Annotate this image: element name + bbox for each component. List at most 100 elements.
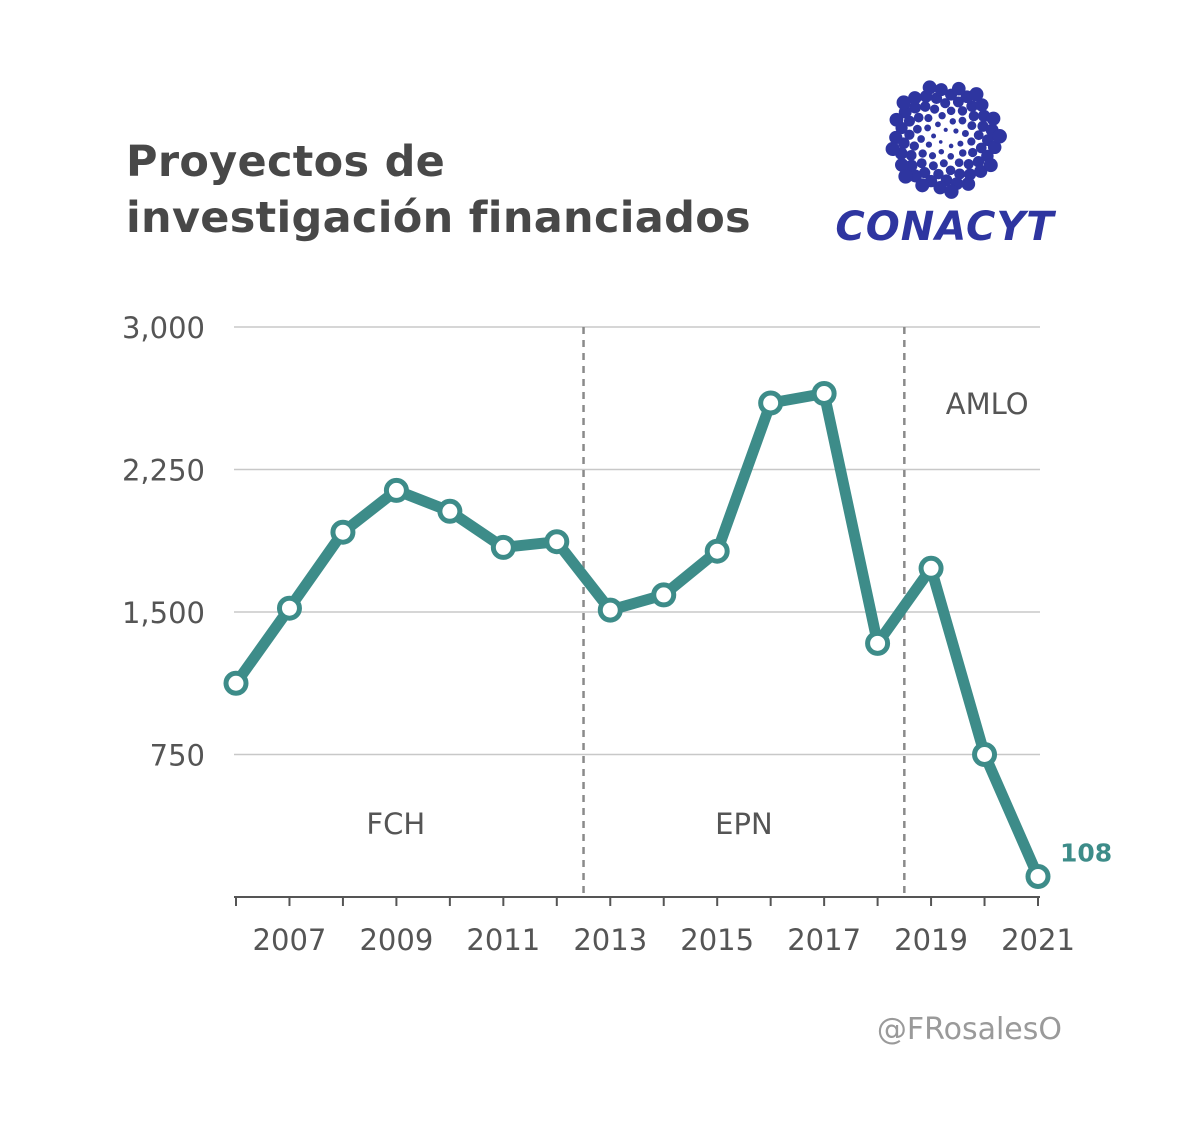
x-tick-label: 2011 xyxy=(466,923,540,957)
last-point-label: 108 xyxy=(1060,838,1112,867)
logo-dot xyxy=(894,158,909,172)
data-point xyxy=(223,670,249,696)
logo-dot xyxy=(975,98,989,112)
logo-dot xyxy=(948,143,954,149)
logo-dot xyxy=(922,80,937,95)
logo-dot xyxy=(930,104,940,114)
logo-dot xyxy=(958,116,967,125)
logo-dot xyxy=(928,161,938,171)
logo-dot xyxy=(954,158,964,167)
logo-dot xyxy=(946,106,956,116)
y-tick-label: 2,250 xyxy=(122,454,205,488)
logo-dot xyxy=(917,135,925,143)
logo-dot xyxy=(967,121,977,131)
logo-dot xyxy=(909,101,921,114)
title-line-2: investigación financiados xyxy=(126,193,751,243)
data-point xyxy=(1025,863,1051,889)
logo-dot xyxy=(908,91,922,105)
data-point xyxy=(651,582,677,608)
chart-title: Proyectos de investigación financiados xyxy=(126,134,751,246)
logo-dot xyxy=(943,127,948,132)
logo-dot xyxy=(945,165,956,176)
y-tick-label: 750 xyxy=(150,739,205,773)
period-label-epn: EPN xyxy=(715,807,773,841)
logo-dot xyxy=(992,129,1007,144)
logo-dot xyxy=(905,149,917,161)
title-line-1: Proyectos de xyxy=(126,137,446,187)
conacyt-logo: CONACYT xyxy=(830,76,1060,256)
logo-dot xyxy=(954,168,966,180)
logo-dot xyxy=(885,141,900,157)
x-tick-label: 2019 xyxy=(894,923,968,957)
logo-dot xyxy=(933,168,944,180)
period-label-fch: FCH xyxy=(366,807,425,841)
data-point xyxy=(972,742,998,767)
logo-dot xyxy=(939,159,948,168)
data-point xyxy=(276,595,302,621)
logo-dot xyxy=(934,83,948,97)
data-point xyxy=(918,555,944,581)
data-point xyxy=(544,529,570,555)
author-credit: @FRosalesO xyxy=(876,1012,1062,1047)
logo-dot xyxy=(896,95,911,110)
logo-dot xyxy=(972,156,985,168)
logo-dot xyxy=(889,130,903,145)
data-point xyxy=(383,477,409,503)
logo-dot xyxy=(924,124,932,132)
logo-dot xyxy=(949,118,956,125)
logo-dot xyxy=(967,137,976,146)
logo-dot xyxy=(938,148,945,155)
logo-dot xyxy=(931,133,937,139)
logo-dot xyxy=(966,100,978,112)
x-tick-label: 2015 xyxy=(680,923,754,957)
logo-dot xyxy=(974,164,988,178)
data-point xyxy=(330,519,356,545)
x-tick-label: 2009 xyxy=(359,923,433,957)
x-tick-label: 2017 xyxy=(787,923,861,957)
logo-dot xyxy=(938,140,943,144)
logo-dot xyxy=(947,153,955,160)
logo-dot xyxy=(919,101,931,112)
logo-dot xyxy=(924,114,933,123)
logo-dot xyxy=(983,158,998,173)
logo-dot xyxy=(958,149,967,157)
logo-dot xyxy=(963,159,974,170)
y-tick-label: 3,000 xyxy=(122,311,205,345)
logo-dot xyxy=(933,180,947,195)
logo-dot xyxy=(916,158,927,169)
logo-dot xyxy=(969,87,984,102)
logo-dot xyxy=(951,81,966,96)
logo-dot xyxy=(913,112,924,123)
conacyt-dots-icon xyxy=(885,80,1007,199)
logo-dot xyxy=(903,115,915,127)
data-point xyxy=(704,538,730,564)
logo-dot xyxy=(973,130,984,141)
data-point xyxy=(437,498,463,524)
logo-dot xyxy=(957,140,964,147)
logo-dot xyxy=(938,112,946,120)
logo-dot xyxy=(975,142,987,154)
y-tick-label: 1,500 xyxy=(122,596,205,630)
logo-dot xyxy=(952,96,964,108)
logo-dot xyxy=(977,120,989,132)
logo-dot xyxy=(961,177,976,191)
data-point xyxy=(597,597,623,623)
logo-dot xyxy=(925,141,933,148)
data-point xyxy=(758,390,784,416)
logo-dot xyxy=(912,124,922,134)
logo-dot xyxy=(889,112,904,127)
logo-dot xyxy=(935,121,941,128)
logo-dot xyxy=(953,128,959,134)
logo-dot xyxy=(968,147,978,158)
logo-dot xyxy=(919,167,931,179)
logo-dot xyxy=(898,169,913,184)
logo-text: CONACYT xyxy=(835,204,1055,250)
logo-dot xyxy=(915,178,930,193)
logo-dot xyxy=(904,129,915,140)
series-line xyxy=(230,388,1044,882)
x-tick-label: 2007 xyxy=(253,923,327,957)
data-point xyxy=(811,381,837,406)
logo-dot xyxy=(986,111,1001,126)
logo-dot xyxy=(928,152,937,160)
